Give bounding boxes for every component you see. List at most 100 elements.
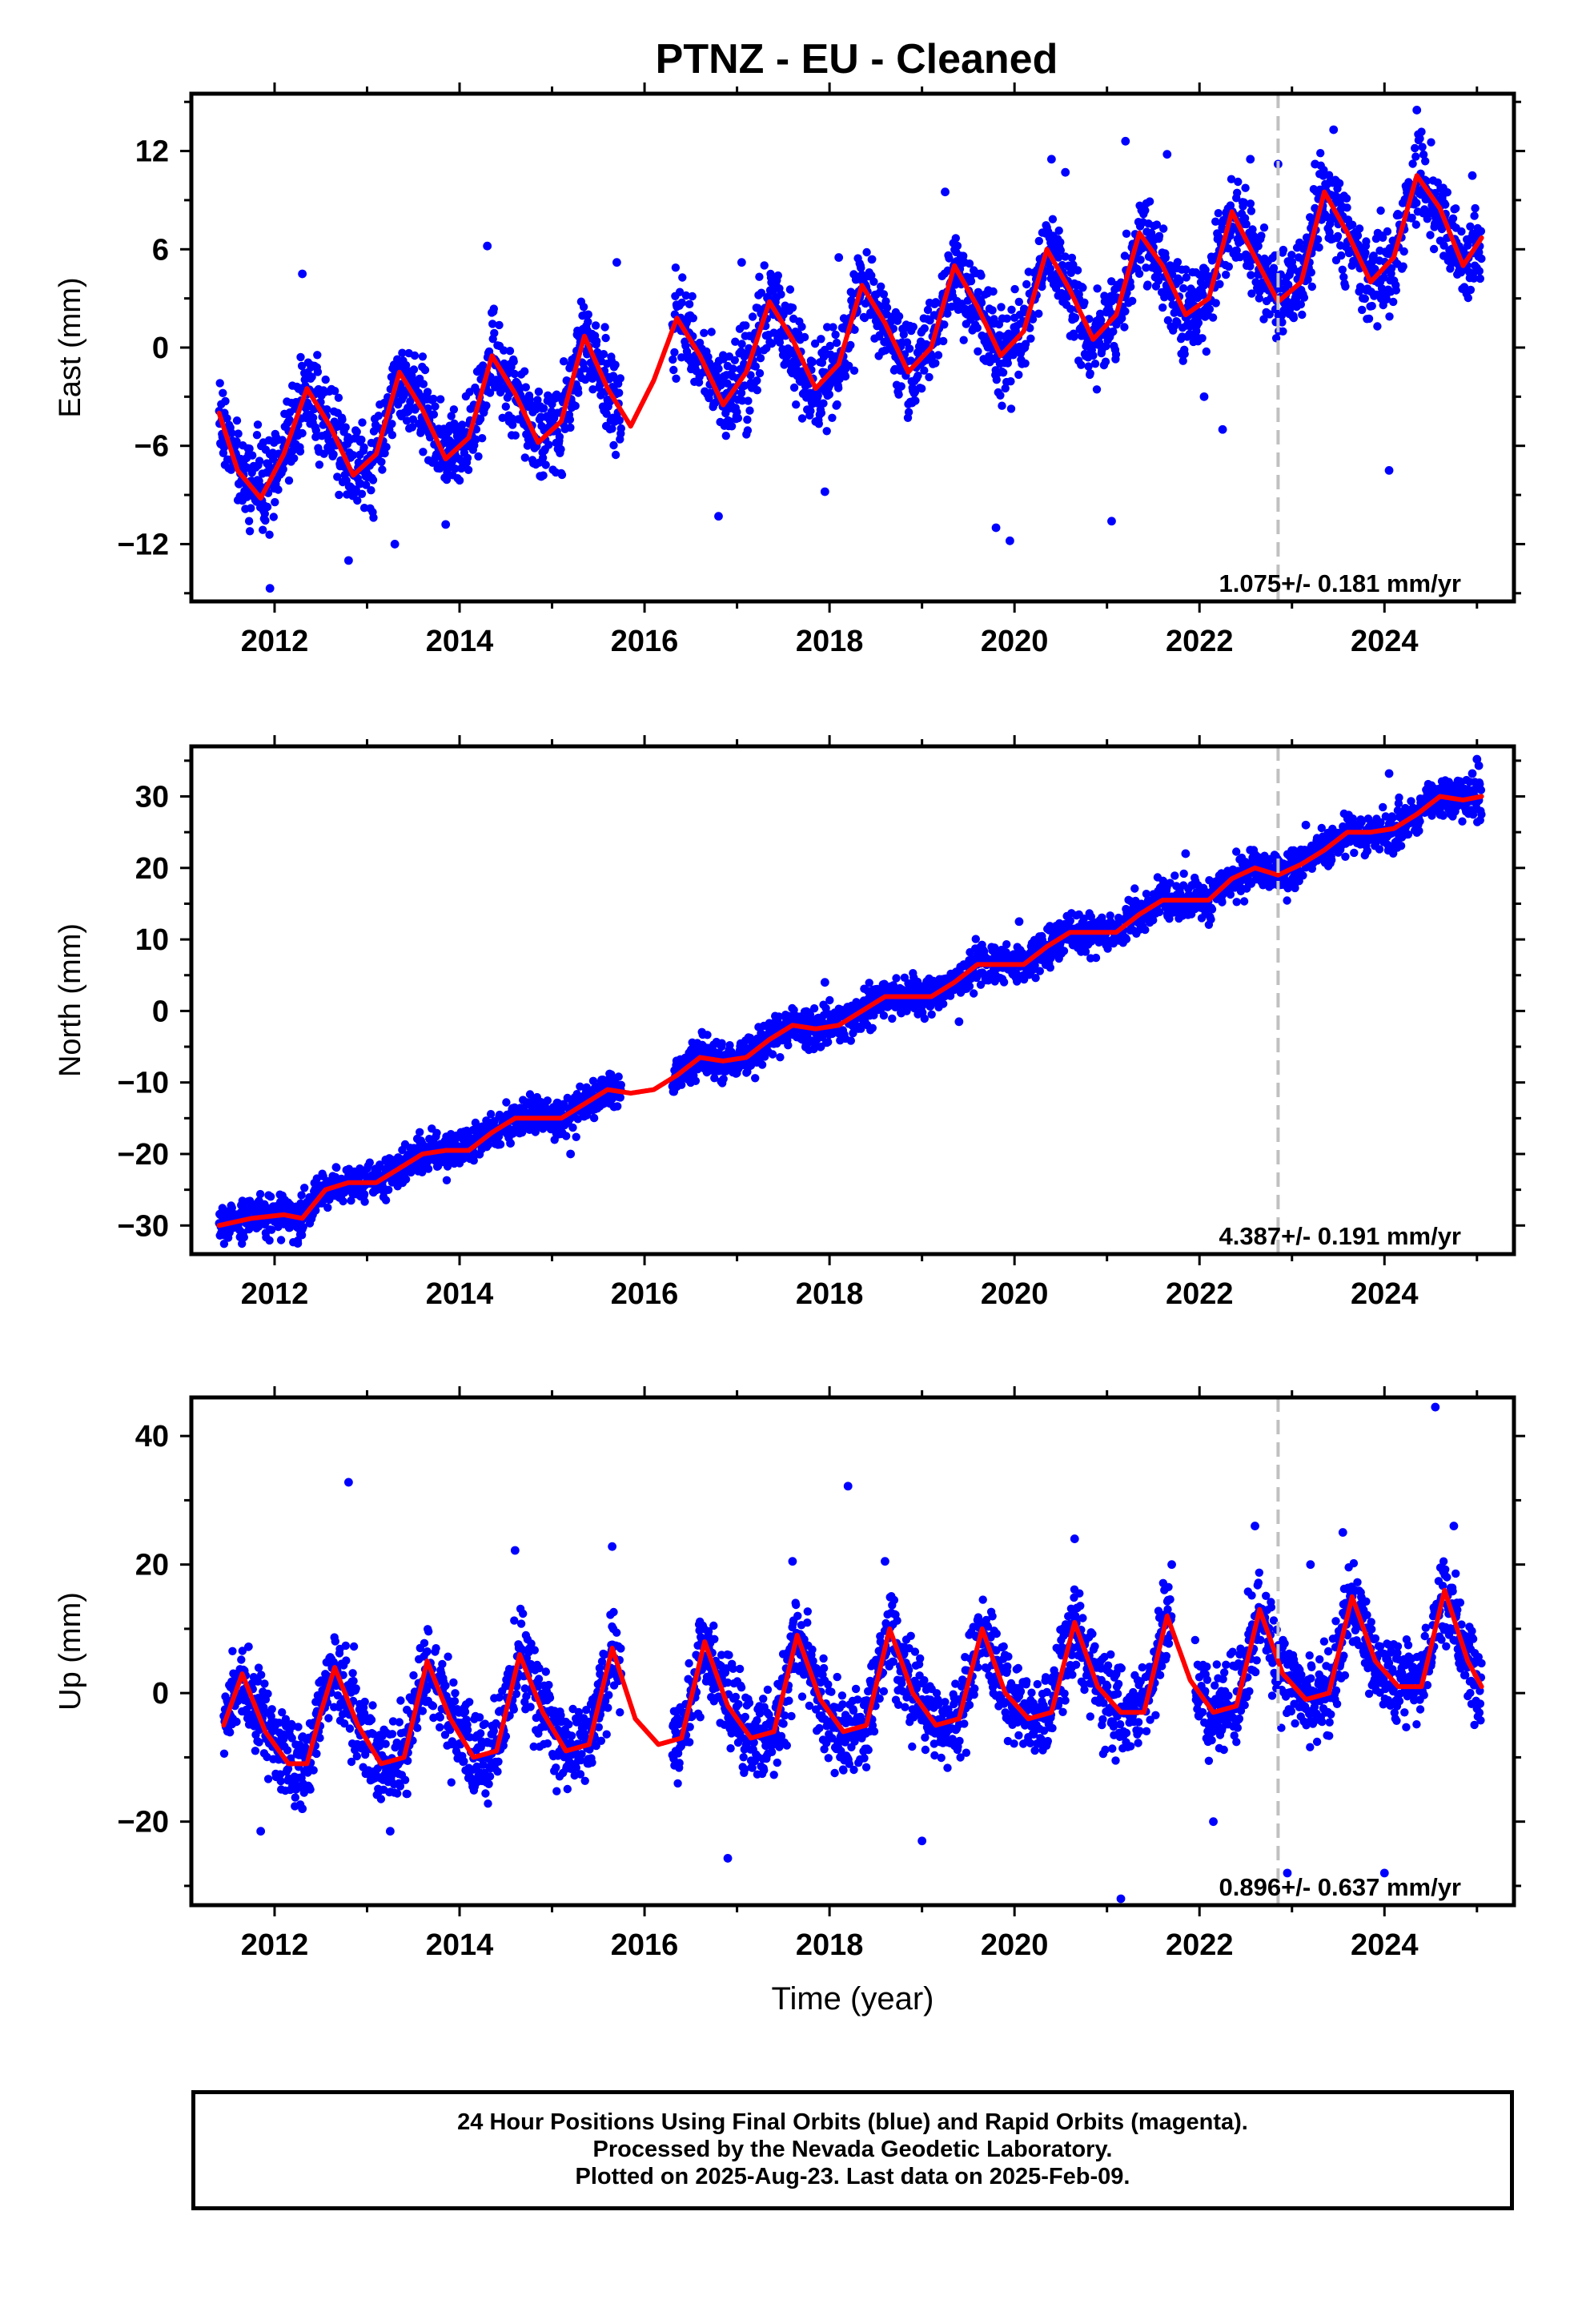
data-point: [1313, 235, 1323, 244]
data-point: [814, 420, 823, 428]
data-point: [1120, 251, 1130, 260]
data-point: [1126, 282, 1135, 292]
data-point: [295, 447, 305, 456]
data-point: [1395, 211, 1403, 219]
data-point: [971, 935, 981, 943]
data-point: [1214, 209, 1223, 218]
data-point: [474, 452, 483, 461]
data-point: [904, 408, 913, 416]
data-point: [1379, 233, 1387, 242]
data-point: [611, 450, 620, 460]
data-point: [352, 428, 361, 436]
data-point: [259, 525, 267, 534]
data-point: [1028, 315, 1038, 324]
data-point: [899, 330, 909, 339]
data-point: [741, 321, 750, 330]
data-point: [988, 306, 997, 315]
data-point: [1338, 265, 1347, 274]
data-point: [1460, 283, 1469, 292]
data-point: [420, 365, 430, 375]
data-point: [608, 424, 616, 433]
data-point: [1412, 199, 1421, 207]
data-point: [1224, 244, 1233, 253]
data-point: [1319, 166, 1328, 175]
data-point: [538, 453, 548, 462]
data-point: [589, 1113, 599, 1123]
data-point: [1224, 262, 1234, 271]
data-point: [279, 464, 287, 474]
data-point: [947, 302, 956, 312]
data-point: [677, 298, 686, 308]
data-point: [489, 304, 498, 313]
data-point: [998, 401, 1006, 410]
data-point: [1096, 309, 1105, 318]
y-axis-label-east: East (mm): [54, 277, 87, 417]
data-point: [1475, 247, 1484, 257]
data-point: [965, 982, 974, 991]
data-point: [555, 432, 564, 441]
data-point: [755, 272, 764, 281]
data-point: [1234, 177, 1243, 187]
data-point: [429, 394, 438, 404]
data-point: [381, 1196, 391, 1204]
data-point: [1315, 243, 1323, 252]
data-point: [685, 300, 694, 308]
data-point: [748, 312, 757, 321]
data-point: [755, 368, 765, 378]
data-point: [756, 354, 765, 363]
data-point: [219, 1240, 229, 1248]
data-point: [923, 305, 933, 315]
data-point: [868, 255, 877, 263]
data-point: [1399, 247, 1408, 256]
data-point: [245, 444, 254, 453]
data-point: [762, 344, 771, 352]
data-point: [265, 1236, 274, 1245]
data-point: [358, 418, 367, 427]
outlier-point: [820, 487, 829, 497]
data-point: [1061, 252, 1070, 261]
data-point: [1034, 309, 1043, 318]
data-point: [1090, 360, 1100, 368]
data-point: [1353, 231, 1363, 240]
data-point: [797, 322, 806, 332]
data-point: [313, 351, 322, 360]
data-point: [297, 1191, 306, 1200]
fit-line-east: [216, 173, 1484, 501]
data-point: [1143, 280, 1152, 289]
data-point: [1257, 231, 1266, 240]
data-point: [571, 401, 580, 410]
outlier-point: [1162, 150, 1172, 159]
data-point: [729, 364, 737, 373]
data-point: [455, 476, 464, 485]
data-point: [541, 460, 550, 469]
data-point: [615, 416, 624, 425]
y-tick-label: 0: [152, 332, 169, 365]
data-point: [584, 310, 592, 319]
data-point: [591, 321, 600, 330]
data-point: [1109, 327, 1118, 336]
data-point: [1418, 143, 1427, 151]
data-point: [678, 273, 687, 282]
data-point: [1120, 323, 1129, 332]
data-point: [869, 1011, 878, 1020]
x-tick-label: 2014: [426, 625, 494, 658]
data-point: [509, 357, 518, 366]
data-point: [267, 1225, 276, 1234]
data-point: [384, 1185, 393, 1195]
data-point: [1086, 912, 1096, 922]
data-point: [832, 338, 841, 348]
data-point: [329, 450, 338, 459]
data-point: [723, 379, 732, 388]
data-point: [669, 365, 678, 375]
data-point: [247, 504, 255, 513]
data-point: [1141, 206, 1150, 215]
data-point: [825, 390, 834, 399]
data-point: [239, 1232, 248, 1242]
data-point: [307, 372, 316, 381]
data-point: [1080, 298, 1089, 307]
data-point: [675, 287, 685, 296]
data-point: [616, 1080, 625, 1090]
data-point: [1211, 217, 1220, 226]
data-point: [338, 415, 347, 424]
outlier-point: [1329, 125, 1339, 135]
